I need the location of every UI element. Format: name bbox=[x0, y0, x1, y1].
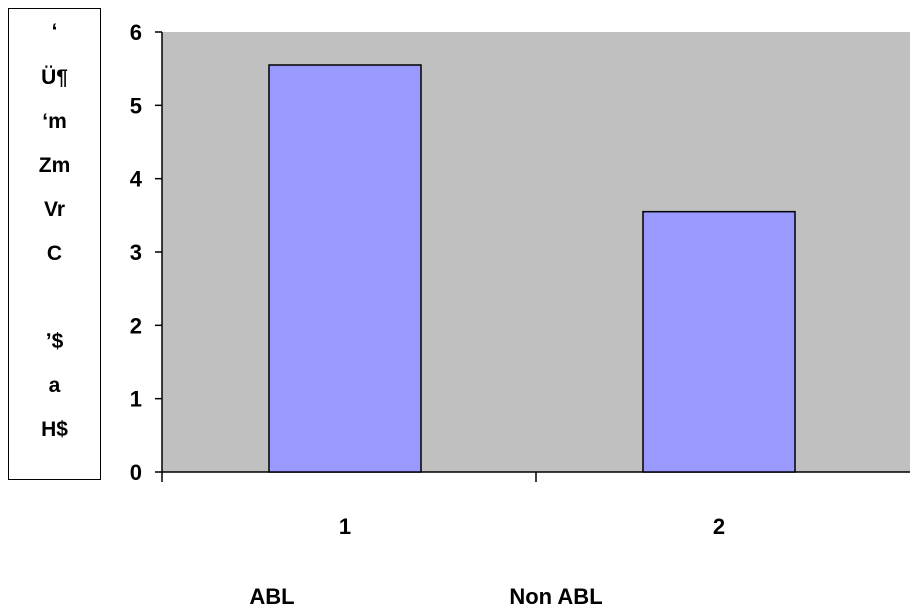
y-axis-label-line: Vr bbox=[43, 198, 66, 221]
y-axis-label-line: ʻm bbox=[42, 110, 67, 133]
y-axis-label-line: C bbox=[46, 242, 63, 265]
y-axis-label-line: Ü¶ bbox=[41, 66, 68, 89]
y-axis-label-box: ʻ Ü¶ ʻm Zm Vr C ʼ$ a H$ bbox=[8, 8, 101, 480]
y-tick-label: 3 bbox=[130, 240, 142, 265]
x-tick-label: 1 bbox=[339, 514, 351, 539]
y-axis-label-line: ʼ$ bbox=[45, 330, 64, 353]
group-label-non-abl: Non ABL bbox=[509, 584, 603, 609]
y-axis-label-line: H$ bbox=[41, 418, 68, 441]
bar bbox=[268, 64, 422, 473]
y-axis-label-line: ʻ bbox=[51, 20, 58, 43]
y-axis-label-line: Zm bbox=[38, 154, 71, 177]
y-tick-label: 5 bbox=[130, 93, 142, 118]
x-tick-label: 2 bbox=[713, 514, 725, 539]
y-tick-label: 2 bbox=[130, 313, 142, 338]
y-tick-label: 1 bbox=[130, 387, 142, 412]
bar bbox=[642, 210, 796, 473]
y-tick-label: 0 bbox=[130, 460, 142, 485]
group-label-abl: ABL bbox=[249, 584, 295, 609]
y-tick-label: 4 bbox=[130, 167, 143, 192]
y-tick-label: 6 bbox=[130, 20, 142, 45]
y-axis-label-line: a bbox=[48, 374, 61, 397]
